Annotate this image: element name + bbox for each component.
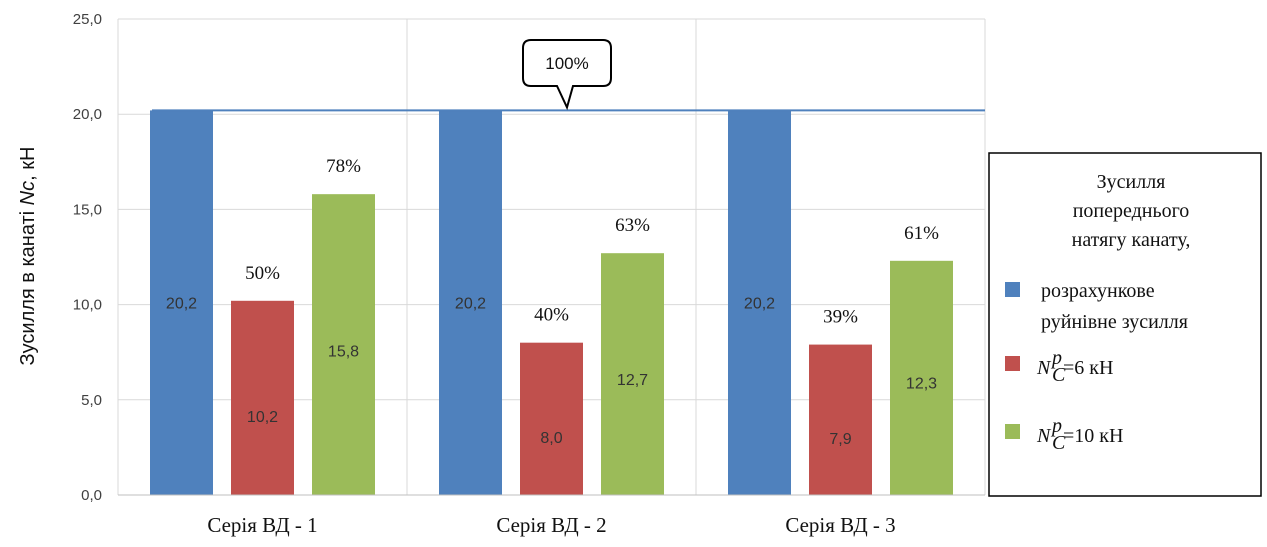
percent-label: 63%: [615, 215, 650, 236]
bar-design: [728, 110, 791, 495]
legend-label-sup: p: [1050, 347, 1062, 369]
data-label: 10,2: [247, 409, 278, 426]
legend-label-sub: C: [1052, 364, 1066, 386]
legend-swatch-nc10: [1005, 424, 1020, 439]
y-axis-label-unit: , кН: [17, 147, 39, 181]
data-label: 20,2: [455, 296, 486, 313]
legend-label-sup: p: [1050, 415, 1062, 437]
x-tick-label: Серія ВД - 1: [207, 513, 317, 537]
bar-nc10: [312, 194, 375, 495]
bar-nc6: [231, 300, 294, 495]
data-label: 15,8: [328, 344, 359, 361]
data-label: 20,2: [744, 296, 775, 313]
legend-title: попереднього: [1073, 200, 1190, 222]
data-label: 12,7: [617, 372, 648, 389]
y-tick-label: 20,0: [73, 106, 102, 123]
data-labels: 20,2 10,2 50% 15,8 78% 20,2 8,0 40% 12,7 63% 20,2 7…: [166, 156, 939, 448]
percent-label: 50%: [245, 263, 280, 284]
legend-label: руйнівне зусилля: [1041, 311, 1188, 333]
y-axis-label-var: Nc: [17, 181, 39, 205]
y-tick-label: 0,0: [81, 487, 102, 504]
bar-nc6: [809, 344, 872, 495]
bars: [150, 110, 953, 495]
legend-title: Зусилля: [1097, 171, 1166, 193]
x-tick-label: Серія ВД - 2: [496, 513, 606, 537]
percent-label: 39%: [823, 307, 858, 328]
callout-label: 100%: [545, 54, 588, 73]
legend-label-sub: C: [1052, 432, 1066, 454]
data-label: 20,2: [166, 296, 197, 313]
legend-box: [988, 152, 1262, 497]
data-label: 8,0: [540, 430, 562, 447]
y-axis-label-text: Зусилля в канаті: [17, 205, 39, 365]
legend-swatch-design: [1005, 282, 1020, 297]
legend-title: натягу канату,: [1072, 229, 1191, 251]
legend: Зусилля попереднього натягу канату, розраху…: [988, 152, 1262, 497]
legend-label: =10 кН: [1063, 425, 1123, 447]
callout-bubble: [522, 39, 612, 111]
bar-design: [439, 110, 502, 495]
percent-label: 78%: [326, 156, 361, 177]
data-label: 7,9: [829, 431, 851, 448]
bar-nc6: [520, 342, 583, 495]
legend-label-var: N: [1036, 357, 1052, 379]
legend-swatch-nc6: [1005, 356, 1020, 371]
axes: 0,0 5,0 10,0 15,0 20,0 25,0 Серія ВД - 1 Серія …: [17, 11, 985, 537]
legend-label: розрахункове: [1041, 280, 1155, 302]
bar-nc10: [890, 260, 953, 495]
y-tick-label: 15,0: [73, 201, 102, 218]
legend-label-var: N: [1036, 425, 1052, 447]
data-label: 12,3: [906, 376, 937, 393]
percent-label: 61%: [904, 223, 939, 244]
y-axis-label: Зусилля в канаті Nc, кН: [17, 147, 39, 366]
bar-design: [150, 110, 213, 495]
y-tick-label: 10,0: [73, 297, 102, 314]
y-tick-label: 5,0: [81, 392, 102, 409]
bar-nc10: [601, 253, 664, 495]
x-tick-label: Серія ВД - 3: [785, 513, 895, 537]
reference-callout: 100%: [152, 39, 985, 112]
percent-label: 40%: [534, 305, 569, 326]
y-tick-label: 25,0: [73, 11, 102, 28]
legend-label: =6 кН: [1063, 357, 1113, 379]
